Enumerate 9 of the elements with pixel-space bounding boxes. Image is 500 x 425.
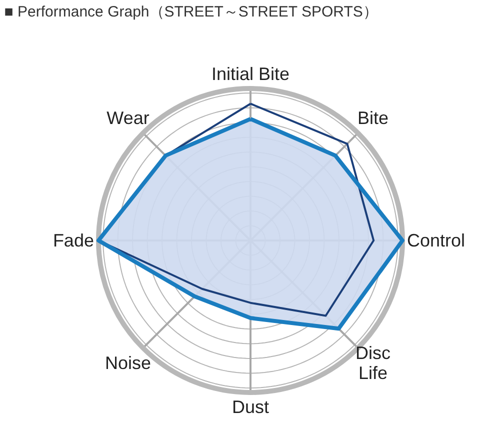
spoke-label: Disc Life — [356, 343, 391, 384]
spoke-label: Fade — [52, 230, 94, 251]
spoke-label: Noise — [104, 353, 152, 374]
spoke-label: Bite — [358, 108, 389, 128]
spoke-label: Initial Bite — [211, 64, 290, 84]
spoke-label: Control — [407, 230, 466, 251]
spoke-label: Dust — [232, 397, 270, 418]
spoke-label: Wear — [106, 108, 150, 128]
chart-title: ■ Performance Graph（STREET～STREET SPORTS） — [4, 3, 378, 20]
